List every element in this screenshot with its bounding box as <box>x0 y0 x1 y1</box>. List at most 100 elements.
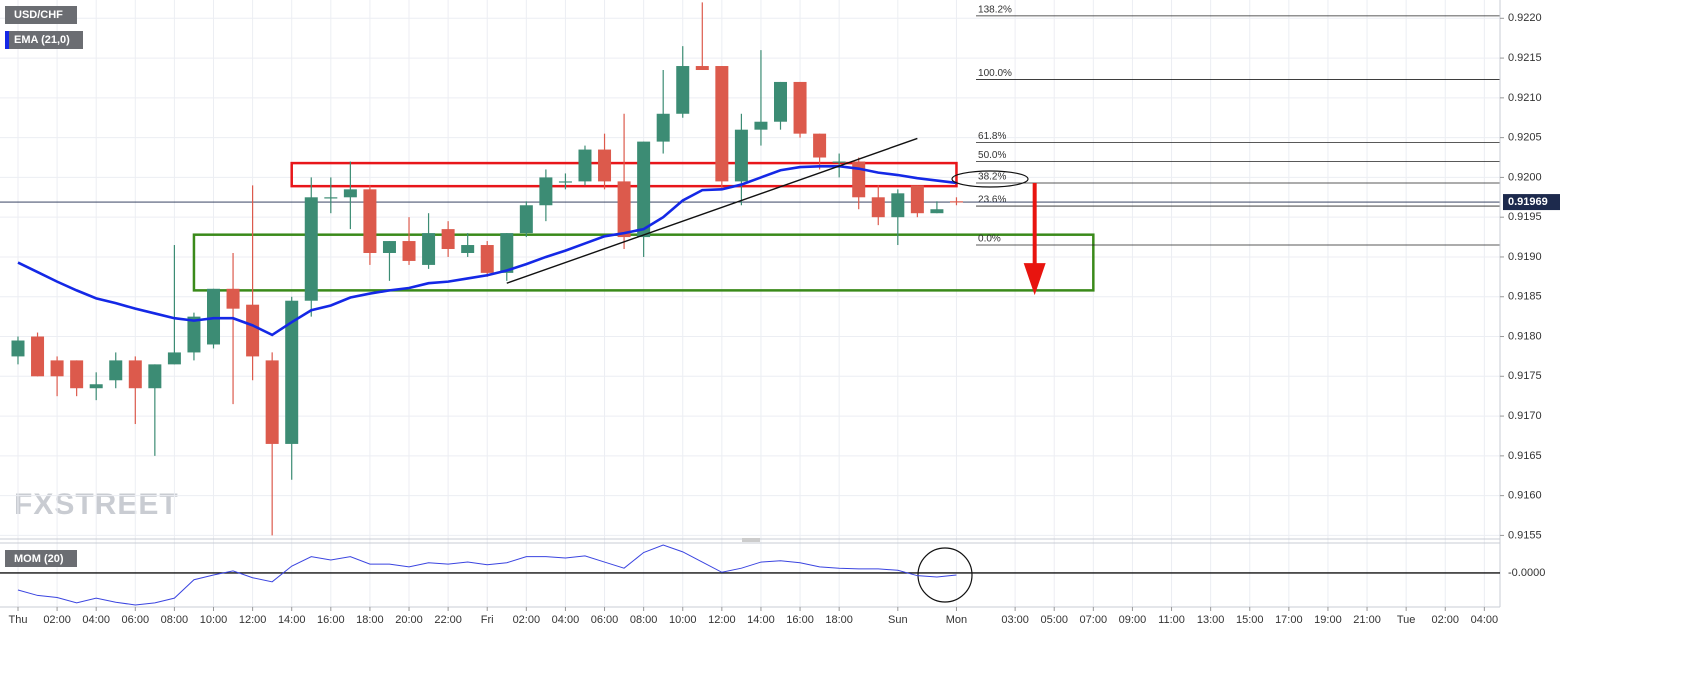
candle-body <box>734 129 748 182</box>
x-tick-label: 13:00 <box>1197 614 1225 626</box>
ema-legend: EMA (21,0) <box>14 34 70 46</box>
x-tick-label: Tue <box>1397 614 1416 626</box>
x-tick-label: 10:00 <box>669 614 697 626</box>
x-tick-label: 17:00 <box>1275 614 1303 626</box>
candle-body <box>246 304 260 357</box>
x-tick-label: 18:00 <box>356 614 384 626</box>
candle-body <box>480 245 494 273</box>
candle-body <box>50 360 64 377</box>
candle-body <box>89 384 103 389</box>
x-tick-label: 06:00 <box>591 614 619 626</box>
x-tick-label: 16:00 <box>786 614 814 626</box>
x-tick-label: 20:00 <box>395 614 423 626</box>
candle-body <box>441 229 455 250</box>
candle-body <box>226 288 240 309</box>
fib-label: 100.0% <box>978 68 1012 79</box>
candle-body <box>128 360 142 389</box>
y-tick-label: 0.9200 <box>1508 171 1542 183</box>
x-tick-label: 08:00 <box>161 614 189 626</box>
candle-body <box>519 205 533 234</box>
x-tick-label: 12:00 <box>708 614 736 626</box>
candle-body <box>695 66 709 71</box>
trendline <box>506 137 918 284</box>
candle-body <box>813 133 827 158</box>
y-tick-label: 0.9185 <box>1508 291 1542 303</box>
x-tick-label: Fri <box>481 614 494 626</box>
mom-badge <box>5 550 77 567</box>
x-tick-label: 04:00 <box>1471 614 1499 626</box>
last-price-label: 0.91969 <box>1508 196 1548 208</box>
x-tick-label: 16:00 <box>317 614 345 626</box>
y-tick-label: 0.9190 <box>1508 251 1542 263</box>
x-tick-label: 21:00 <box>1353 614 1381 626</box>
candle-body <box>148 364 162 389</box>
x-tick-label: Mon <box>946 614 967 626</box>
candle-body <box>285 300 299 444</box>
candle-body <box>422 233 436 265</box>
symbol-label: USD/CHF <box>14 9 63 21</box>
x-tick-label: 22:00 <box>434 614 462 626</box>
x-tick-label: 02:00 <box>1431 614 1459 626</box>
x-tick-label: 14:00 <box>278 614 306 626</box>
fib-label: 138.2% <box>978 5 1012 16</box>
y-tick-label: 0.9155 <box>1508 529 1542 541</box>
candle-body <box>343 189 357 198</box>
symbol-badge <box>5 6 77 24</box>
candle-body <box>31 336 45 377</box>
y-tick-label: 0.9175 <box>1508 370 1542 382</box>
candle-body <box>774 81 788 122</box>
y-tick-label: 0.9160 <box>1508 490 1542 502</box>
candle-body <box>637 141 651 238</box>
y-tick-label: 0.9165 <box>1508 450 1542 462</box>
plot: 138.2% 100.0% 61.8% 50.0% 38.2% 23.6% 0.0% <box>0 2 1500 536</box>
x-tick-label: 04:00 <box>552 614 580 626</box>
x-tick-label: 05:00 <box>1040 614 1068 626</box>
fib-label: 0.0% <box>978 234 1001 245</box>
candle-body <box>167 352 181 365</box>
circle-annotation <box>917 547 973 603</box>
candle-body <box>949 201 963 203</box>
candle-body <box>304 197 318 301</box>
fib-label: 38.2% <box>978 172 1006 183</box>
candle-body <box>656 113 670 142</box>
y-tick-label: 0.9220 <box>1508 12 1542 24</box>
candle-body <box>500 233 514 273</box>
candle-body <box>930 209 944 214</box>
x-tick-label: 15:00 <box>1236 614 1264 626</box>
candle-body <box>539 177 553 206</box>
y-tick-label: 0.9215 <box>1508 52 1542 64</box>
y-tick-label: 0.9170 <box>1508 410 1542 422</box>
candle-body <box>910 185 924 214</box>
y-tick-label: 0.9205 <box>1508 132 1542 144</box>
x-tick-label: 18:00 <box>825 614 853 626</box>
candle-body <box>558 181 572 183</box>
candle-body <box>754 121 768 130</box>
x-tick-label: Thu <box>9 614 28 626</box>
fib-label: 23.6% <box>978 195 1006 206</box>
x-tick-label: 08:00 <box>630 614 658 626</box>
x-tick-label: 04:00 <box>82 614 110 626</box>
candle-body <box>402 241 416 261</box>
candle-body <box>871 197 885 218</box>
candle-body <box>461 245 475 253</box>
candle-body <box>832 161 846 163</box>
candle-body <box>187 316 201 353</box>
x-tick-label: 19:00 <box>1314 614 1342 626</box>
mom-legend: MOM (20) <box>14 553 64 565</box>
x-tick-label: 14:00 <box>747 614 775 626</box>
fib-label: 61.8% <box>978 131 1006 142</box>
candle-body <box>617 181 631 238</box>
ellipse-annotation <box>951 170 1029 188</box>
candle-body <box>109 360 123 381</box>
arrow-head <box>1023 263 1046 296</box>
candle-body <box>324 197 338 199</box>
candle-body <box>578 149 592 182</box>
x-tick-label: Sun <box>888 614 908 626</box>
y-tick-label: 0.9180 <box>1508 330 1542 342</box>
candle-body <box>793 81 807 134</box>
candle-body <box>70 360 84 389</box>
fib-label: 50.0% <box>978 150 1006 161</box>
candle-body <box>265 360 279 444</box>
